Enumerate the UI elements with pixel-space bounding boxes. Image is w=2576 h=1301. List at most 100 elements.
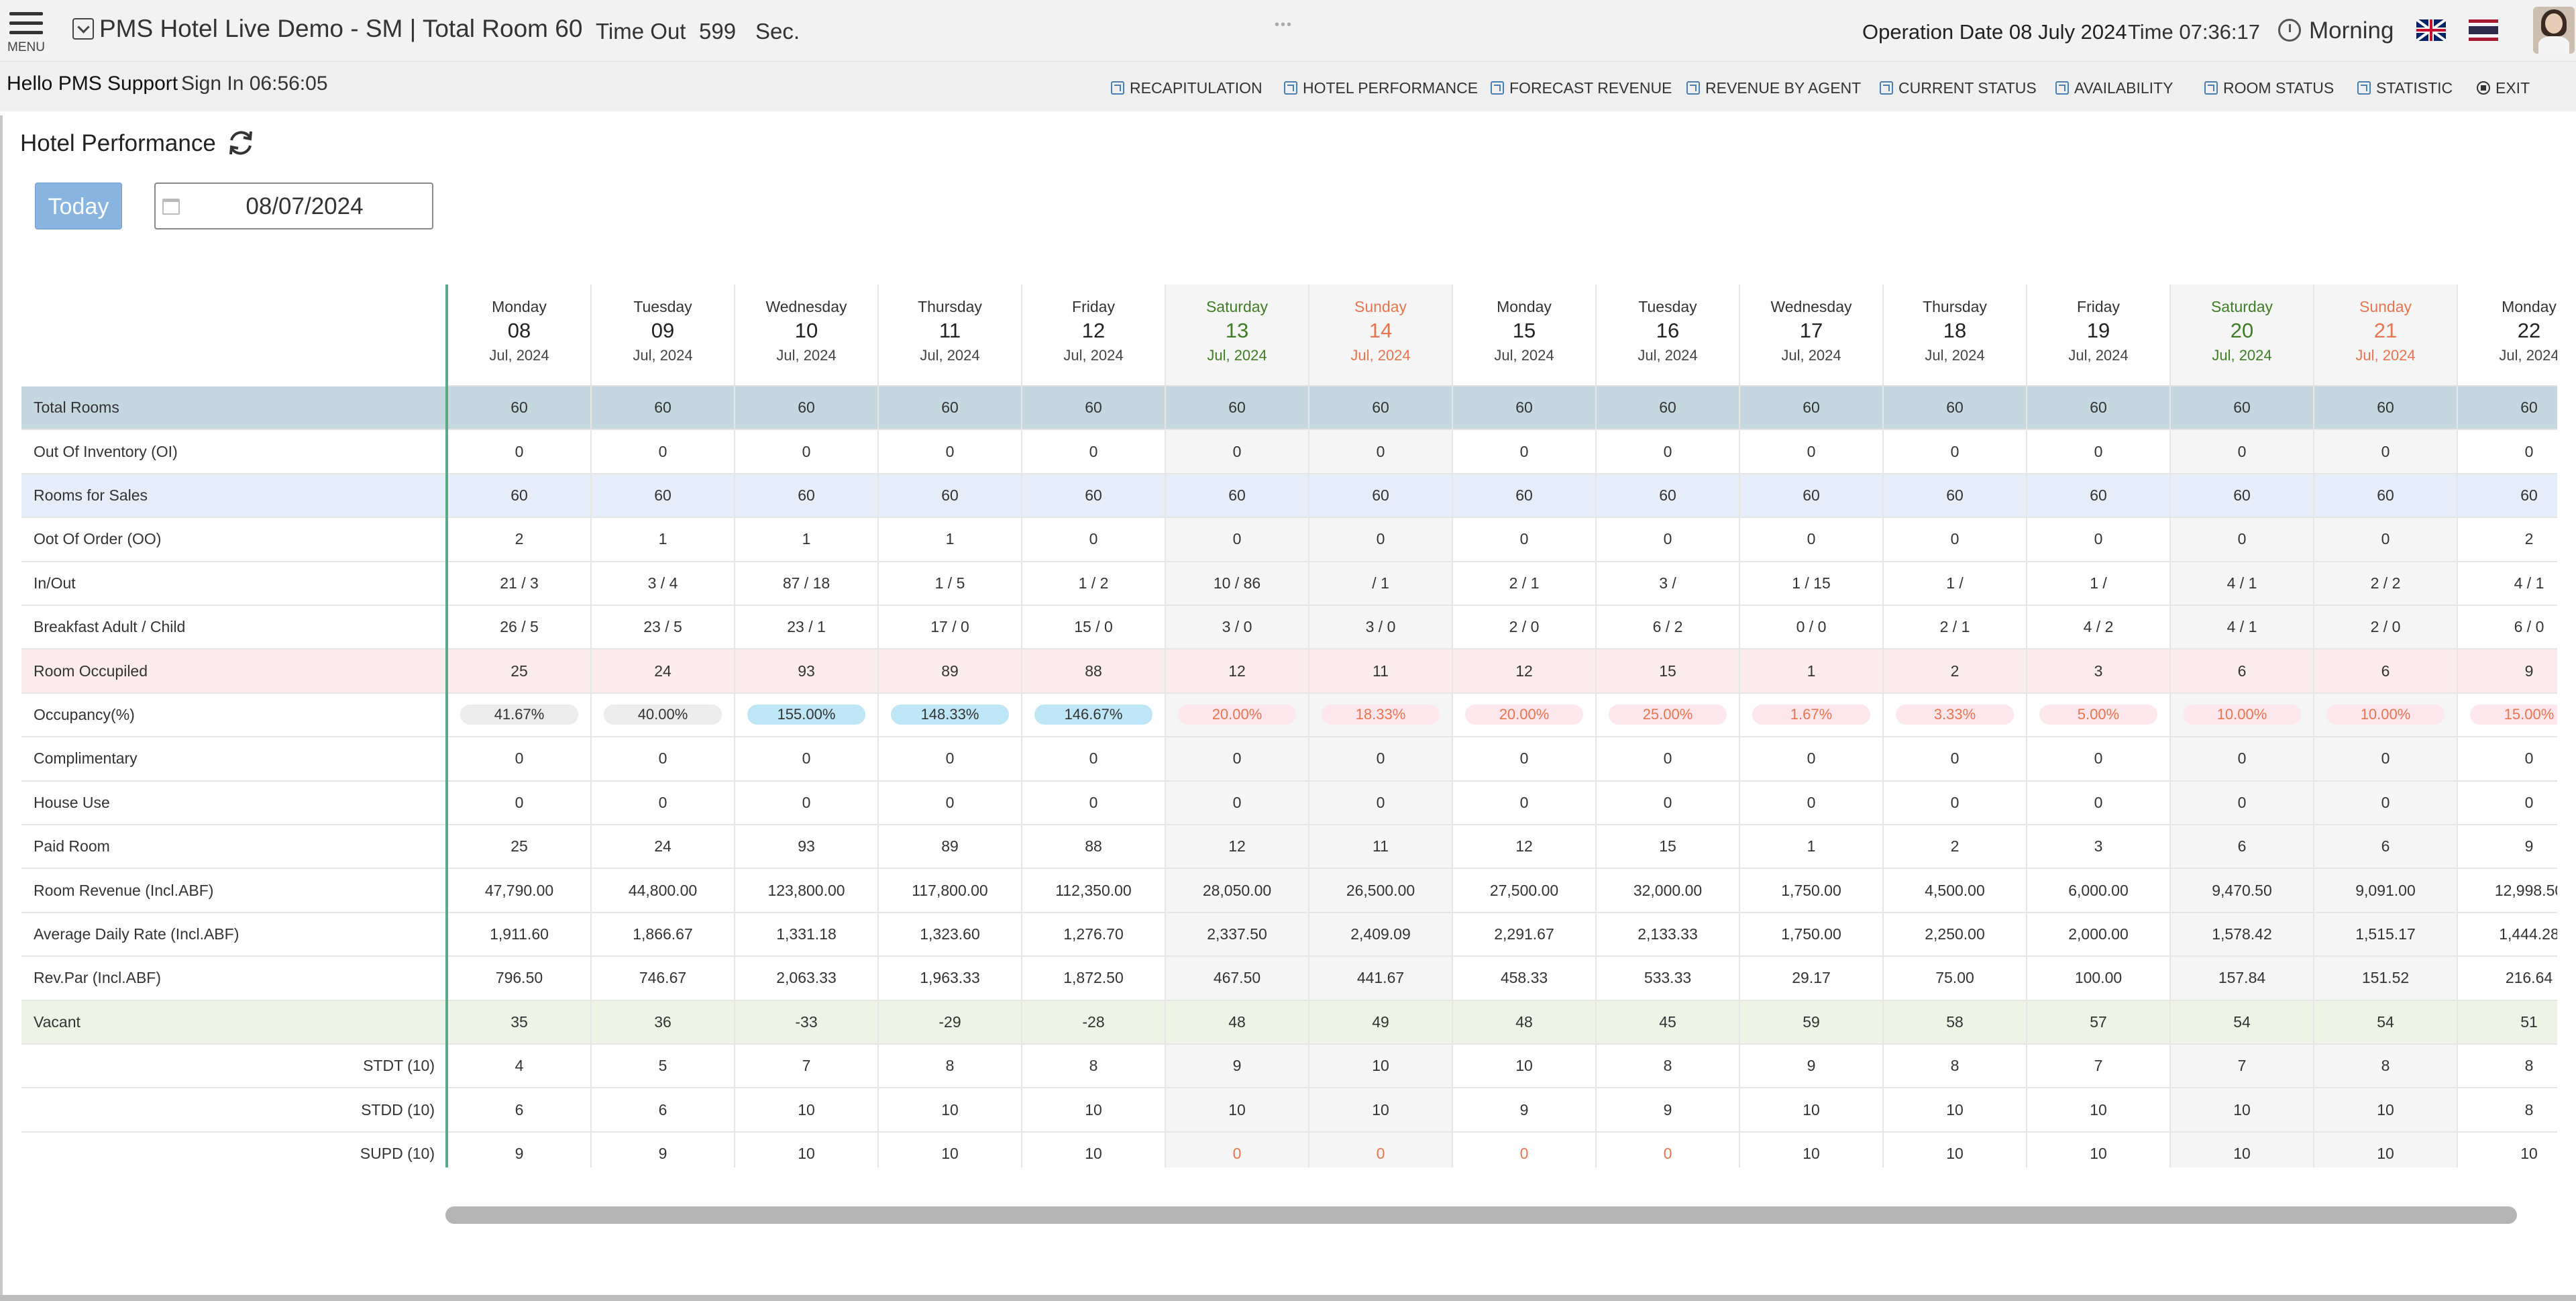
date-input[interactable] xyxy=(189,191,420,223)
nav-revenue-by-agent[interactable]: REVENUE BY AGENT xyxy=(1686,78,1861,98)
date-column-header[interactable]: Friday 12 Jul, 2024 xyxy=(1022,284,1166,386)
nav-current-status[interactable]: CURRENT STATUS xyxy=(1880,78,2037,98)
table-cell: 0 xyxy=(1740,430,1884,474)
table-cell: 60 xyxy=(2171,386,2314,431)
date-picker[interactable] xyxy=(154,183,433,229)
table-cell: 36 xyxy=(592,1000,735,1045)
thai-flag-icon[interactable] xyxy=(2469,19,2498,41)
nav-recapitulation[interactable]: RECAPITULATION xyxy=(1111,78,1263,98)
table-cell: 12,998.50 xyxy=(2458,869,2557,913)
table-cell: 51 xyxy=(2458,1000,2557,1045)
table-cell: 3 / 0 xyxy=(1166,606,1309,650)
table-cell: 12 xyxy=(1166,825,1309,870)
table-cell: 2 xyxy=(1884,649,2027,694)
table-cell: 10 xyxy=(735,1088,879,1133)
chevron-down-icon[interactable] xyxy=(72,18,94,40)
nav-exit[interactable]: EXIT xyxy=(2477,78,2530,98)
row-label: STDD (10) xyxy=(21,1088,448,1133)
date-column-header[interactable]: Saturday 13 Jul, 2024 xyxy=(1166,284,1309,386)
date-column-header[interactable]: Thursday 11 Jul, 2024 xyxy=(879,284,1022,386)
day-number: 11 xyxy=(938,319,961,342)
date-column-header[interactable]: Wednesday 10 Jul, 2024 xyxy=(735,284,879,386)
date-column-header[interactable]: Tuesday 09 Jul, 2024 xyxy=(592,284,735,386)
table-cell: 10 / 86 xyxy=(1166,562,1309,606)
table-cell: 0 xyxy=(1597,518,1740,562)
calendar-icon xyxy=(162,199,180,215)
table-cell: 5.00% xyxy=(2027,693,2171,738)
date-column-header[interactable]: Monday 22 Jul, 2024 xyxy=(2458,284,2557,386)
table-cell: 0 xyxy=(2458,737,2557,782)
external-link-icon xyxy=(1880,81,1893,95)
table-cell: 60 xyxy=(735,474,879,519)
table-cell: 0 xyxy=(1740,518,1884,562)
day-number: 08 xyxy=(507,319,531,342)
month-year: Jul, 2024 xyxy=(2355,347,2416,364)
horizontal-scrollbar[interactable] xyxy=(445,1206,2517,1224)
table-cell: 1 xyxy=(592,518,735,562)
date-column-header[interactable]: Thursday 18 Jul, 2024 xyxy=(1884,284,2027,386)
table-cell: -28 xyxy=(1022,1000,1166,1045)
table-cell: 0 xyxy=(1597,781,1740,825)
external-link-icon xyxy=(1111,81,1124,95)
date-column-header[interactable]: Monday 08 Jul, 2024 xyxy=(448,284,592,386)
table-cell: 10 xyxy=(2314,1132,2458,1167)
day-name: Tuesday xyxy=(1638,298,1697,315)
table-cell: 60 xyxy=(592,386,735,431)
month-year: Jul, 2024 xyxy=(2068,347,2129,364)
today-button[interactable]: Today xyxy=(35,183,122,229)
table-cell: 117,800.00 xyxy=(879,869,1022,913)
table-cell: 1,515.17 xyxy=(2314,913,2458,957)
occupancy-badge: 25.00% xyxy=(1609,705,1727,725)
date-column-header[interactable]: Sunday 21 Jul, 2024 xyxy=(2314,284,2458,386)
nav-forecast-revenue[interactable]: FORECAST REVENUE xyxy=(1491,78,1672,98)
user-avatar[interactable] xyxy=(2533,7,2575,54)
table-cell: 60 xyxy=(1022,474,1166,519)
table-cell: 2,133.33 xyxy=(1597,913,1740,957)
date-column-header[interactable]: Tuesday 16 Jul, 2024 xyxy=(1597,284,1740,386)
performance-grid: Monday 08 Jul, 2024 Tuesday 09 Jul, 2024 Wedne… xyxy=(21,284,2557,1167)
table-cell: 2,000.00 xyxy=(2027,913,2171,957)
table-cell: 54 xyxy=(2171,1000,2314,1045)
table-cell: 10 xyxy=(1309,1088,1453,1133)
table-cell: 60 xyxy=(592,474,735,519)
table-cell: 60 xyxy=(1740,386,1884,431)
table-cell: 60 xyxy=(2027,386,2171,431)
table-cell: 0 xyxy=(592,781,735,825)
date-column-header[interactable]: Wednesday 17 Jul, 2024 xyxy=(1740,284,1884,386)
date-column-header[interactable]: Sunday 14 Jul, 2024 xyxy=(1309,284,1453,386)
table-cell: 40.00% xyxy=(592,693,735,738)
date-column-header[interactable]: Friday 19 Jul, 2024 xyxy=(2027,284,2171,386)
hamburger-icon xyxy=(9,12,43,15)
table-cell: 3 xyxy=(2027,825,2171,870)
table-cell: 60 xyxy=(1166,474,1309,519)
row-label: Room Occupiled xyxy=(21,649,448,694)
english-flag-icon[interactable] xyxy=(2416,19,2446,41)
table-cell: 0 xyxy=(2458,781,2557,825)
nav-availability[interactable]: AVAILABILITY xyxy=(2055,78,2173,98)
drag-handle-icon[interactable]: ••• xyxy=(1275,17,1293,32)
date-column-header[interactable]: Monday 15 Jul, 2024 xyxy=(1453,284,1597,386)
day-name: Monday xyxy=(2502,298,2557,315)
table-cell: 60 xyxy=(2458,474,2557,519)
table-cell: 8 xyxy=(2314,1045,2458,1089)
table-cell: 6 xyxy=(2171,825,2314,870)
table-cell: 12 xyxy=(1453,649,1597,694)
table-cell: 21 / 3 xyxy=(448,562,592,606)
table-cell: 60 xyxy=(1884,386,2027,431)
nav-statistic[interactable]: STATISTIC xyxy=(2357,78,2453,98)
refresh-icon[interactable] xyxy=(225,127,256,158)
table-cell: 0 xyxy=(1022,430,1166,474)
day-number: 12 xyxy=(1081,319,1106,342)
table-cell: 0 xyxy=(448,430,592,474)
table-cell: 27,500.00 xyxy=(1453,869,1597,913)
day-name: Sunday xyxy=(2359,298,2412,315)
menu-button[interactable]: MENU xyxy=(5,8,47,55)
date-column-header[interactable]: Saturday 20 Jul, 2024 xyxy=(2171,284,2314,386)
table-cell: 6 xyxy=(592,1088,735,1133)
table-cell: 2 / 0 xyxy=(2314,606,2458,650)
month-year: Jul, 2024 xyxy=(1781,347,1841,364)
table-cell: 10 xyxy=(1022,1132,1166,1167)
nav-hotel-performance[interactable]: HOTEL PERFORMANCE xyxy=(1284,78,1478,98)
nav-room-status[interactable]: ROOM STATUS xyxy=(2204,78,2334,98)
page-title: Hotel Performance xyxy=(20,130,216,156)
